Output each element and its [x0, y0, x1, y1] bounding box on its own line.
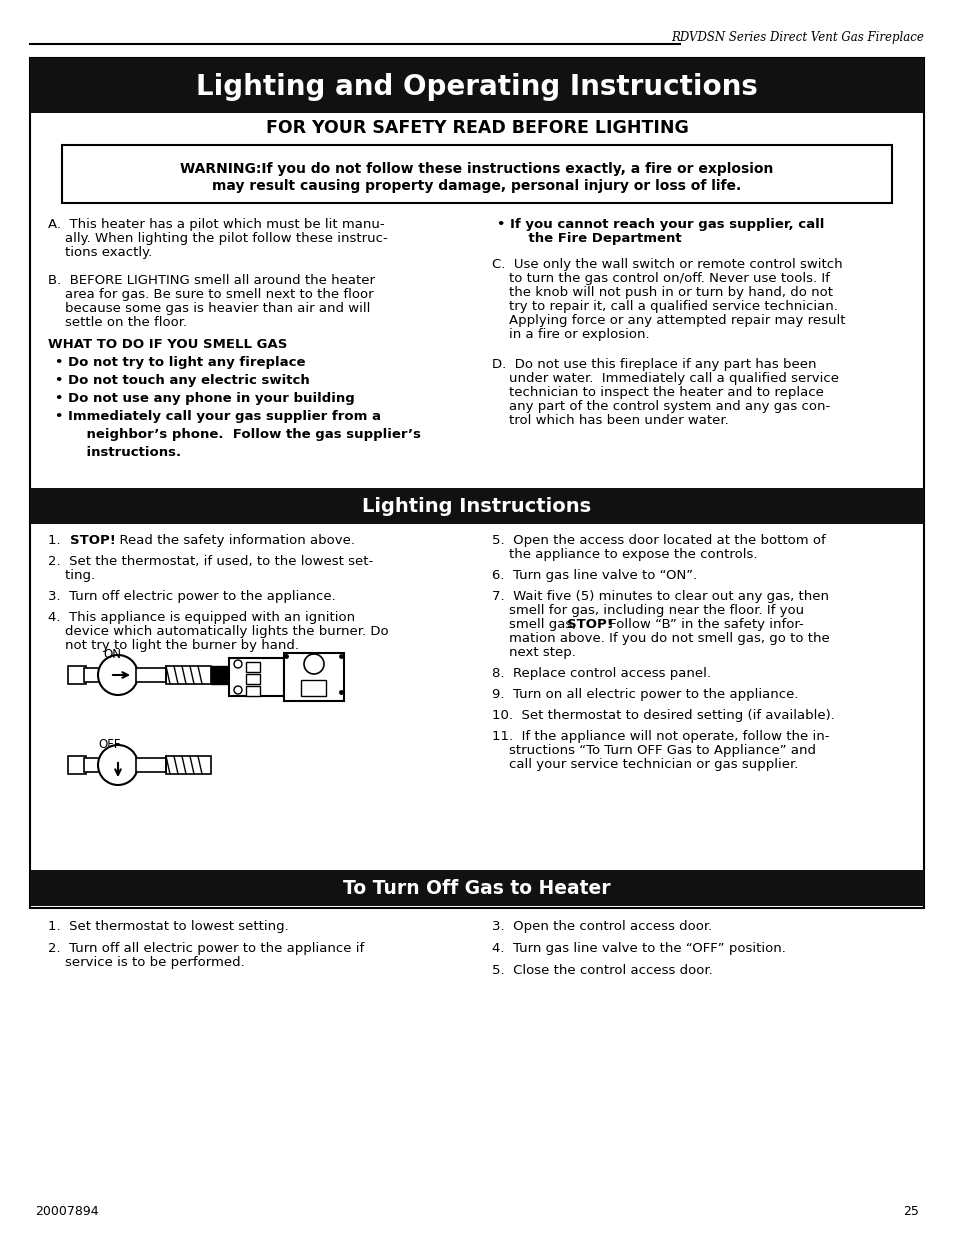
Text: RDVDSN Series Direct Vent Gas Fireplace: RDVDSN Series Direct Vent Gas Fireplace — [670, 31, 923, 44]
Text: the Fire Department: the Fire Department — [510, 232, 680, 245]
Text: the appliance to expose the controls.: the appliance to expose the controls. — [492, 548, 757, 561]
Bar — [30, 488, 923, 524]
Bar — [30, 58, 923, 908]
Text: settle on the floor.: settle on the floor. — [48, 316, 187, 329]
Text: not try to light the burner by hand.: not try to light the burner by hand. — [48, 638, 298, 652]
Bar — [68, 666, 86, 684]
Bar — [136, 668, 166, 682]
Bar — [246, 674, 260, 684]
Text: because some gas is heavier than air and will: because some gas is heavier than air and… — [48, 303, 370, 315]
Text: WARNING:If you do not follow these instructions exactly, a fire or explosion: WARNING:If you do not follow these instr… — [180, 162, 773, 177]
Text: ally. When lighting the pilot follow these instruc-: ally. When lighting the pilot follow the… — [48, 232, 387, 245]
Text: Immediately call your gas supplier from a: Immediately call your gas supplier from … — [68, 410, 380, 424]
Circle shape — [304, 655, 324, 674]
Text: STOP!: STOP! — [566, 618, 612, 631]
Bar — [62, 144, 891, 203]
Text: WHAT TO DO IF YOU SMELL GAS: WHAT TO DO IF YOU SMELL GAS — [48, 338, 287, 351]
Text: under water.  Immediately call a qualified service: under water. Immediately call a qualifie… — [492, 372, 838, 385]
Text: area for gas. Be sure to smell next to the floor: area for gas. Be sure to smell next to t… — [48, 288, 374, 301]
Circle shape — [233, 685, 242, 694]
Text: Do not touch any electric switch: Do not touch any electric switch — [68, 374, 310, 387]
Text: technician to inspect the heater and to replace: technician to inspect the heater and to … — [492, 387, 823, 399]
Text: 5.  Close the control access door.: 5. Close the control access door. — [492, 965, 712, 977]
Text: structions “To Turn OFF Gas to Appliance” and: structions “To Turn OFF Gas to Appliance… — [492, 743, 815, 757]
Bar — [301, 680, 326, 697]
Circle shape — [98, 655, 138, 695]
Text: to turn the gas control on/off. Never use tools. If: to turn the gas control on/off. Never us… — [492, 272, 829, 285]
Text: 8.  Replace control access panel.: 8. Replace control access panel. — [492, 667, 710, 680]
Bar — [84, 758, 102, 772]
Text: 2.  Set the thermostat, if used, to the lowest set-: 2. Set the thermostat, if used, to the l… — [48, 555, 373, 568]
Bar — [30, 869, 923, 906]
Bar — [246, 685, 260, 697]
Text: neighbor’s phone.  Follow the gas supplier’s: neighbor’s phone. Follow the gas supplie… — [68, 429, 420, 441]
Bar — [136, 758, 166, 772]
Text: A.  This heater has a pilot which must be lit manu-: A. This heater has a pilot which must be… — [48, 219, 384, 231]
Text: mation above. If you do not smell gas, go to the: mation above. If you do not smell gas, g… — [492, 632, 829, 645]
Circle shape — [98, 745, 138, 785]
Text: try to repair it, call a qualified service technician.: try to repair it, call a qualified servi… — [492, 300, 837, 312]
Text: •: • — [54, 410, 62, 424]
Text: 3.  Turn off electric power to the appliance.: 3. Turn off electric power to the applia… — [48, 590, 335, 603]
Text: 10.  Set thermostat to desired setting (if available).: 10. Set thermostat to desired setting (i… — [492, 709, 834, 722]
Text: 9.  Turn on all electric power to the appliance.: 9. Turn on all electric power to the app… — [492, 688, 798, 701]
Text: STOP!: STOP! — [70, 534, 115, 547]
Text: •: • — [54, 391, 62, 405]
Text: Lighting Instructions: Lighting Instructions — [362, 496, 591, 515]
Text: in a fire or explosion.: in a fire or explosion. — [492, 329, 649, 341]
Text: •: • — [54, 356, 62, 369]
Text: instructions.: instructions. — [68, 446, 181, 459]
Text: OFF: OFF — [98, 739, 120, 751]
Text: Follow “B” in the safety infor-: Follow “B” in the safety infor- — [604, 618, 803, 631]
Text: FOR YOUR SAFETY READ BEFORE LIGHTING: FOR YOUR SAFETY READ BEFORE LIGHTING — [265, 119, 688, 137]
Text: To Turn Off Gas to Heater: To Turn Off Gas to Heater — [343, 878, 610, 898]
Text: C.  Use only the wall switch or remote control switch: C. Use only the wall switch or remote co… — [492, 258, 841, 270]
Bar — [229, 658, 284, 697]
Text: device which automatically lights the burner. Do: device which automatically lights the bu… — [48, 625, 388, 638]
Text: Applying force or any attempted repair may result: Applying force or any attempted repair m… — [492, 314, 844, 327]
Bar — [284, 653, 344, 701]
Text: 3.  Open the control access door.: 3. Open the control access door. — [492, 920, 712, 932]
Text: service is to be performed.: service is to be performed. — [48, 956, 245, 969]
Circle shape — [233, 659, 242, 668]
Text: 11.  If the appliance will not operate, follow the in-: 11. If the appliance will not operate, f… — [492, 730, 828, 743]
Bar — [30, 58, 923, 112]
Text: •: • — [496, 219, 504, 231]
Text: 6.  Turn gas line valve to “ON”.: 6. Turn gas line valve to “ON”. — [492, 569, 697, 582]
Text: the knob will not push in or turn by hand, do not: the knob will not push in or turn by han… — [492, 287, 832, 299]
Text: If you cannot reach your gas supplier, call: If you cannot reach your gas supplier, c… — [510, 219, 823, 231]
Text: next step.: next step. — [492, 646, 576, 659]
Text: smell for gas, including near the floor. If you: smell for gas, including near the floor.… — [492, 604, 803, 618]
Text: 4.  Turn gas line valve to the “OFF” position.: 4. Turn gas line valve to the “OFF” posi… — [492, 942, 785, 955]
Bar — [246, 662, 260, 672]
Text: any part of the control system and any gas con-: any part of the control system and any g… — [492, 400, 829, 412]
Bar — [166, 756, 211, 774]
Bar — [211, 666, 229, 684]
Text: tions exactly.: tions exactly. — [48, 246, 152, 259]
Text: 1.  Set thermostat to lowest setting.: 1. Set thermostat to lowest setting. — [48, 920, 289, 932]
Text: Do not use any phone in your building: Do not use any phone in your building — [68, 391, 355, 405]
Text: Do not try to light any fireplace: Do not try to light any fireplace — [68, 356, 305, 369]
Text: 5.  Open the access door located at the bottom of: 5. Open the access door located at the b… — [492, 534, 825, 547]
Text: ting.: ting. — [48, 569, 95, 582]
Text: 7.  Wait five (5) minutes to clear out any gas, then: 7. Wait five (5) minutes to clear out an… — [492, 590, 828, 603]
Text: Read the safety information above.: Read the safety information above. — [111, 534, 355, 547]
Text: 20007894: 20007894 — [35, 1205, 98, 1218]
Text: may result causing property damage, personal injury or loss of life.: may result causing property damage, pers… — [213, 179, 740, 193]
Bar — [166, 666, 211, 684]
Bar — [84, 668, 102, 682]
Bar — [68, 756, 86, 774]
Text: B.  BEFORE LIGHTING smell all around the heater: B. BEFORE LIGHTING smell all around the … — [48, 274, 375, 287]
Text: smell gas,: smell gas, — [492, 618, 580, 631]
Text: trol which has been under water.: trol which has been under water. — [492, 414, 728, 427]
Text: call your service technician or gas supplier.: call your service technician or gas supp… — [492, 758, 798, 771]
Text: ON: ON — [103, 648, 121, 661]
Text: 4.  This appliance is equipped with an ignition: 4. This appliance is equipped with an ig… — [48, 611, 355, 624]
Text: Lighting and Operating Instructions: Lighting and Operating Instructions — [196, 73, 757, 101]
Text: D.  Do not use this fireplace if any part has been: D. Do not use this fireplace if any part… — [492, 358, 816, 370]
Text: 1.: 1. — [48, 534, 69, 547]
Text: 2.  Turn off all electric power to the appliance if: 2. Turn off all electric power to the ap… — [48, 942, 364, 955]
Text: 25: 25 — [902, 1205, 918, 1218]
Text: •: • — [54, 374, 62, 387]
